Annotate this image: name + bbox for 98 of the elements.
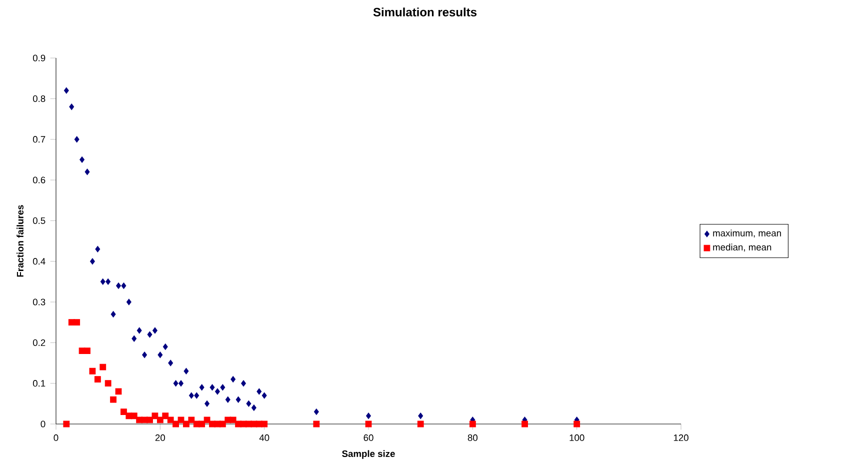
point bbox=[69, 104, 74, 110]
y-axis-title: Fraction failures bbox=[16, 205, 24, 277]
point bbox=[230, 416, 236, 424]
point bbox=[146, 416, 153, 424]
point bbox=[106, 278, 111, 285]
point bbox=[214, 388, 220, 395]
y-tick-label: 0.9 bbox=[32, 54, 46, 62]
point bbox=[100, 278, 106, 285]
point bbox=[184, 368, 189, 374]
point bbox=[172, 420, 179, 428]
point bbox=[246, 400, 252, 407]
point bbox=[241, 380, 246, 387]
point bbox=[132, 335, 137, 342]
point bbox=[250, 420, 258, 428]
point bbox=[214, 420, 221, 428]
point bbox=[90, 258, 95, 265]
point bbox=[110, 311, 116, 318]
point bbox=[574, 420, 580, 428]
point bbox=[130, 412, 138, 420]
point bbox=[63, 420, 70, 428]
point bbox=[418, 412, 424, 420]
legend-label: maximum, mean bbox=[713, 230, 781, 238]
x-tick-label: 100 bbox=[570, 434, 584, 441]
x-tick-label: 60 bbox=[364, 434, 374, 441]
point bbox=[194, 392, 200, 399]
point bbox=[168, 360, 174, 366]
point bbox=[84, 168, 90, 176]
point bbox=[95, 246, 100, 252]
point bbox=[522, 420, 528, 428]
x-tick-label: 120 bbox=[674, 434, 688, 441]
point bbox=[225, 396, 230, 403]
point bbox=[314, 408, 319, 416]
point bbox=[230, 376, 236, 382]
point bbox=[152, 327, 158, 334]
point bbox=[313, 420, 320, 428]
point bbox=[147, 331, 152, 338]
point bbox=[365, 420, 372, 428]
point bbox=[110, 396, 116, 403]
point bbox=[173, 380, 178, 387]
point bbox=[162, 412, 169, 420]
point bbox=[116, 282, 121, 289]
point bbox=[104, 380, 112, 387]
point bbox=[256, 388, 262, 395]
point bbox=[188, 392, 194, 399]
point bbox=[84, 348, 90, 354]
y-tick-label: 0.3 bbox=[32, 298, 46, 306]
point bbox=[183, 420, 190, 428]
point bbox=[167, 416, 174, 424]
point bbox=[80, 156, 85, 163]
y-tick-label: 0.6 bbox=[32, 176, 46, 184]
point bbox=[199, 384, 204, 391]
point bbox=[156, 416, 164, 424]
y-tick-label: 0.2 bbox=[32, 339, 46, 346]
point bbox=[240, 420, 247, 428]
y-tick-label: 0.8 bbox=[32, 95, 46, 102]
y-tick-label: 0.5 bbox=[32, 217, 46, 224]
point bbox=[188, 416, 195, 424]
point bbox=[417, 420, 424, 428]
x-axis-title: Sample size bbox=[342, 450, 395, 459]
point bbox=[210, 384, 215, 391]
point bbox=[219, 420, 226, 428]
x-tick-label: 40 bbox=[259, 434, 270, 441]
point bbox=[64, 87, 69, 94]
chart-title: Simulation results bbox=[373, 8, 477, 16]
point bbox=[158, 352, 163, 358]
x-tick-label: 20 bbox=[155, 434, 165, 441]
y-tick-label: 0.1 bbox=[32, 380, 46, 387]
point bbox=[142, 352, 148, 358]
point bbox=[469, 420, 476, 428]
legend-label: median, mean bbox=[713, 244, 772, 252]
x-tick-label: 80 bbox=[468, 434, 478, 441]
y-tick-label: 0 bbox=[40, 420, 46, 428]
x-tick-label: 0 bbox=[54, 434, 58, 441]
point bbox=[262, 392, 267, 399]
point bbox=[120, 408, 127, 416]
point bbox=[94, 376, 101, 382]
point bbox=[126, 298, 132, 306]
point bbox=[251, 404, 256, 411]
point bbox=[178, 380, 184, 387]
point bbox=[74, 319, 80, 326]
point bbox=[220, 384, 226, 391]
point bbox=[100, 364, 106, 370]
point bbox=[121, 282, 126, 289]
point bbox=[198, 420, 206, 428]
point bbox=[162, 344, 168, 350]
point bbox=[152, 412, 158, 420]
y-tick-label: 0.4 bbox=[32, 258, 46, 265]
point bbox=[261, 420, 268, 428]
point bbox=[236, 396, 241, 403]
point bbox=[89, 368, 96, 374]
point bbox=[204, 400, 210, 407]
point bbox=[115, 388, 122, 395]
point bbox=[366, 412, 371, 420]
point bbox=[136, 327, 142, 334]
y-tick-label: 0.7 bbox=[32, 136, 46, 143]
point bbox=[204, 416, 210, 424]
point bbox=[74, 136, 80, 143]
point bbox=[178, 416, 184, 424]
